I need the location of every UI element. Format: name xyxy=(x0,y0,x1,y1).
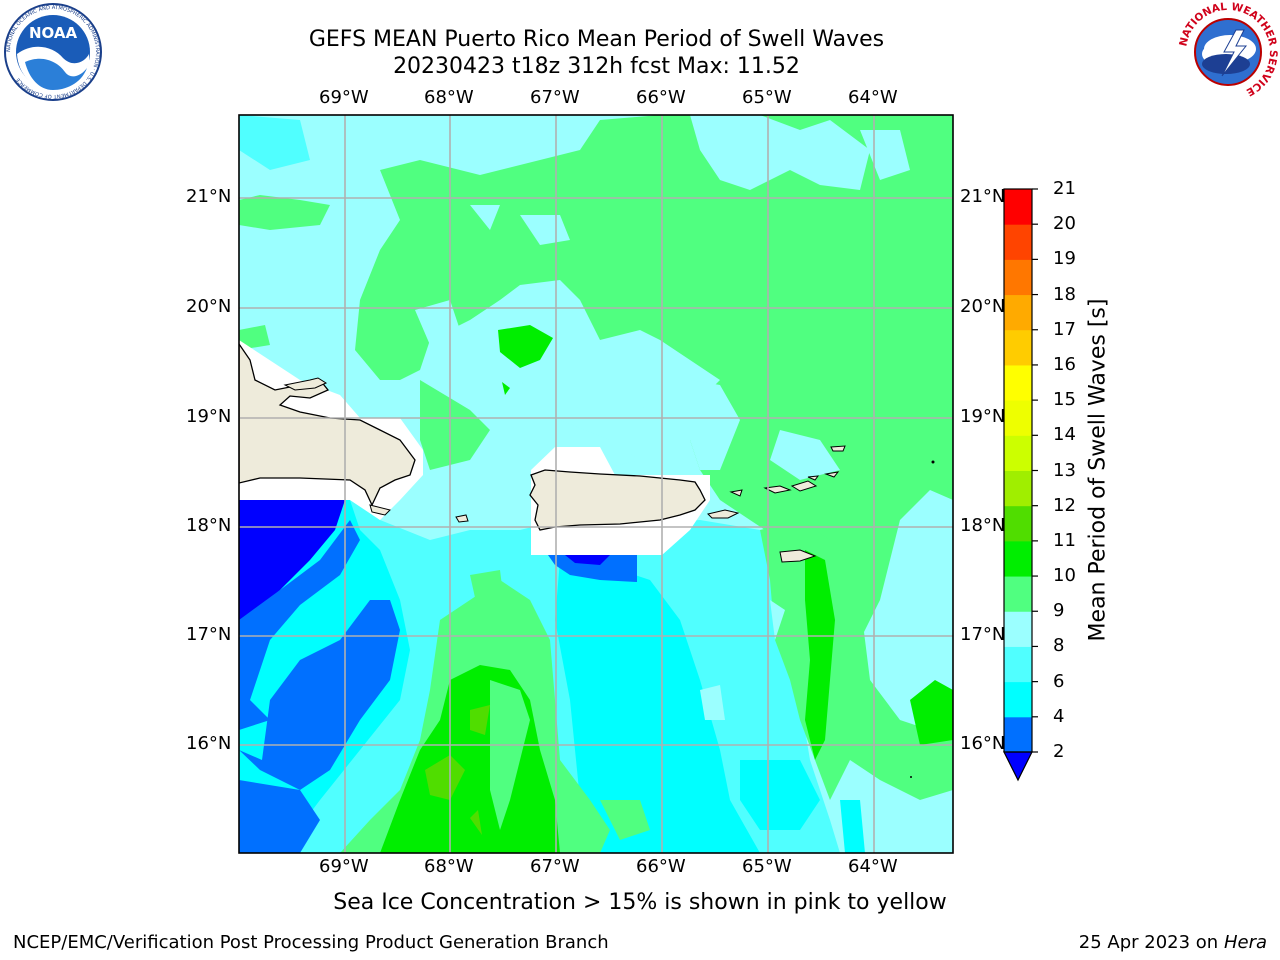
lon-label-bottom: 67°W xyxy=(530,856,580,877)
colorbar-band xyxy=(1004,716,1032,753)
lon-label-top: 64°W xyxy=(848,87,898,108)
colorbar-band xyxy=(1004,681,1032,718)
colorbar-tick-label: 11 xyxy=(1053,529,1076,551)
map-frame xyxy=(238,114,954,854)
lon-label-top: 65°W xyxy=(742,87,792,108)
colorbar-band xyxy=(1004,400,1032,436)
colorbar-tick-label: 17 xyxy=(1053,318,1076,340)
lat-label-right: 16°N xyxy=(960,733,1006,754)
colorbar-tick-label: 4 xyxy=(1053,705,1065,727)
colorbar-tick-label: 18 xyxy=(1053,283,1076,305)
colorbar-band xyxy=(1004,364,1032,401)
lat-label-right: 17°N xyxy=(960,624,1006,645)
colorbar-band xyxy=(1004,540,1032,577)
colorbar-tick-label: 8 xyxy=(1053,635,1065,657)
lat-label-left: 21°N xyxy=(186,186,232,207)
lon-label-bottom: 65°W xyxy=(742,856,792,877)
footer-branch: NCEP/EMC/Verification Post Processing Pr… xyxy=(13,932,609,953)
colorbar-band xyxy=(1004,576,1032,612)
colorbar-band xyxy=(1004,435,1032,471)
lat-label-left: 16°N xyxy=(186,733,232,754)
noaa-logo-icon: NOAA NATIONAL OCEANIC AND ATMOSPHERIC AD… xyxy=(4,3,102,101)
lat-label-left: 19°N xyxy=(186,406,232,427)
map-gridlines xyxy=(239,115,953,853)
colorbar-band xyxy=(1004,189,1032,225)
colorbar-tick-label: 6 xyxy=(1053,670,1065,692)
swell-lt4-west xyxy=(239,500,345,620)
swell-9-10-north xyxy=(355,115,953,640)
plot-subtitle: 20230423 t18z 312h fcst Max: 11.52 xyxy=(393,54,800,79)
colorbar-band xyxy=(1004,294,1032,331)
noaa-logo-text: NOAA xyxy=(29,24,78,42)
colorbar-band xyxy=(1004,505,1032,542)
lon-label-bottom: 68°W xyxy=(424,856,474,877)
lat-label-right: 20°N xyxy=(960,296,1006,317)
colorbar-tick-label: 9 xyxy=(1053,600,1065,622)
colorbar-tick-label: 10 xyxy=(1053,565,1076,587)
footer-date: 25 Apr 2023 on Hera xyxy=(1079,932,1267,953)
colorbar-band xyxy=(1004,611,1032,647)
colorbar-band xyxy=(1004,329,1032,366)
colorbar-band xyxy=(1004,646,1032,683)
lat-label-right: 21°N xyxy=(960,186,1006,207)
colorbar-tick-label: 15 xyxy=(1053,389,1076,411)
lon-label-top: 67°W xyxy=(530,87,580,108)
lat-label-right: 19°N xyxy=(960,406,1006,427)
lat-label-right: 18°N xyxy=(960,515,1006,536)
colorbar-tick-label: 19 xyxy=(1053,248,1076,270)
colorbar-tick-label: 13 xyxy=(1053,459,1076,481)
contour-field xyxy=(239,115,953,853)
colorbar xyxy=(1003,188,1038,782)
colorbar-band xyxy=(1004,259,1032,296)
colorbar-band xyxy=(1004,224,1032,260)
lon-label-bottom: 69°W xyxy=(319,856,369,877)
plot-title: GEFS MEAN Puerto Rico Mean Period of Swe… xyxy=(308,27,885,52)
lat-label-left: 20°N xyxy=(186,296,232,317)
footer-date-text: 25 Apr 2023 on xyxy=(1078,932,1224,953)
lon-label-bottom: 64°W xyxy=(848,856,898,877)
lon-label-top: 66°W xyxy=(636,87,686,108)
colorbar-band xyxy=(1004,470,1032,507)
sea-ice-note: Sea Ice Concentration > 15% is shown in … xyxy=(333,890,947,915)
colorbar-extend-min xyxy=(1003,751,1033,782)
colorbar-tick-label: 20 xyxy=(1053,213,1076,235)
colorbar-tick-label: 21 xyxy=(1053,178,1076,199)
lon-label-top: 69°W xyxy=(319,87,369,108)
lon-label-bottom: 66°W xyxy=(636,856,686,877)
colorbar-tick-label: 2 xyxy=(1053,741,1065,762)
colorbar-tick-label: 14 xyxy=(1053,424,1076,446)
footer-host: Hera xyxy=(1223,932,1267,953)
lon-label-top: 68°W xyxy=(424,87,474,108)
colorbar-tick-label: 12 xyxy=(1053,494,1076,516)
nws-logo-icon: NATIONAL WEATHER SERVICE xyxy=(1178,2,1278,100)
colorbar-tick-label: 16 xyxy=(1053,353,1076,375)
lat-label-left: 17°N xyxy=(186,624,232,645)
lat-label-left: 18°N xyxy=(186,515,232,536)
colorbar-label: Mean Period of Swell Waves [s] xyxy=(1085,298,1111,642)
